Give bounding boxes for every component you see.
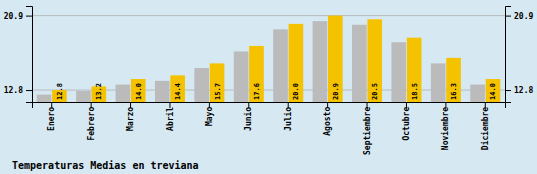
data-label: 20.5 bbox=[371, 83, 379, 100]
data-label: 12.8 bbox=[56, 83, 64, 100]
data-label: 15.7 bbox=[214, 83, 222, 100]
data-label: 14.0 bbox=[135, 83, 143, 100]
tick-label: 20.9 bbox=[514, 12, 533, 21]
x-axis: Enero Febrero Marzo Abril Mayo Junio Julio Agos… bbox=[33, 102, 506, 155]
data-label: 14.4 bbox=[174, 83, 182, 100]
data-label: 16.3 bbox=[450, 83, 458, 100]
axis-line bbox=[506, 7, 512, 103]
tick-label: Marzo bbox=[126, 107, 135, 131]
tick-label: 12.8 bbox=[514, 86, 533, 95]
bars bbox=[37, 16, 501, 102]
axis-line bbox=[33, 103, 506, 109]
bar bbox=[431, 63, 446, 102]
bar bbox=[391, 42, 406, 102]
tick: Septiembre bbox=[362, 102, 372, 155]
chart: 12.8 20.9 12.8 20.9 Enero Febrero Marzo Abril Ma… bbox=[0, 0, 537, 174]
tick-label: 12.8 bbox=[4, 86, 23, 95]
tick-label: Julio bbox=[283, 107, 293, 131]
tick: Noviembre bbox=[440, 102, 450, 150]
tick-label: Mayo bbox=[205, 107, 214, 126]
title: Temperaturas Medias en treviana bbox=[12, 160, 199, 171]
data-label: 17.6 bbox=[253, 83, 261, 100]
tick-mark bbox=[505, 16, 511, 17]
data-label: 14.0 bbox=[489, 83, 497, 100]
tick: Junio bbox=[243, 102, 253, 131]
series bbox=[52, 16, 500, 102]
bar bbox=[407, 38, 422, 102]
data-labels: 12.8 13.2 14.0 14.4 15.7 17.6 20.0 20.9 20.5 18.5… bbox=[56, 83, 498, 100]
tick-label: Enero bbox=[47, 107, 56, 131]
bar bbox=[367, 19, 382, 102]
data-label: 13.2 bbox=[95, 83, 103, 100]
bar bbox=[131, 79, 146, 102]
bar bbox=[116, 85, 131, 102]
tick: 20.9 bbox=[4, 12, 32, 21]
tick: 12.8 bbox=[505, 86, 533, 95]
tick-mark bbox=[26, 90, 32, 91]
plot: 12.8 20.9 12.8 20.9 Enero Febrero Marzo Abril Ma… bbox=[4, 7, 534, 155]
tick: Mayo bbox=[205, 102, 214, 126]
bar bbox=[76, 91, 91, 102]
bar bbox=[486, 79, 501, 102]
tick-mark bbox=[505, 90, 511, 91]
tick: Julio bbox=[283, 102, 293, 131]
tick: Abril bbox=[165, 102, 175, 131]
bar bbox=[352, 25, 367, 102]
tick: Febrero bbox=[87, 102, 96, 141]
bar bbox=[470, 85, 485, 102]
tick: 20.9 bbox=[505, 12, 533, 21]
tick: Marzo bbox=[126, 102, 135, 131]
tick: 12.8 bbox=[4, 86, 32, 95]
data-label: 18.5 bbox=[411, 83, 419, 100]
bar bbox=[234, 51, 249, 102]
bar bbox=[273, 29, 288, 102]
tick-label: Diciembre bbox=[480, 107, 490, 151]
tick-label: Agosto bbox=[323, 107, 332, 136]
bar bbox=[194, 68, 209, 102]
tick-label: 20.9 bbox=[4, 12, 23, 21]
tick: Agosto bbox=[323, 102, 332, 136]
bar bbox=[289, 24, 304, 102]
axis-line bbox=[26, 7, 33, 103]
tick-label: Septiembre bbox=[362, 107, 372, 155]
bar bbox=[249, 46, 264, 102]
tick: Octubre bbox=[402, 102, 411, 141]
tick-label: Abril bbox=[165, 107, 175, 131]
tick: Diciembre bbox=[480, 102, 490, 150]
bar bbox=[446, 58, 461, 102]
grid-line bbox=[32, 15, 505, 16]
bar bbox=[210, 63, 225, 102]
bar bbox=[170, 75, 185, 102]
tick-label: Febrero bbox=[87, 107, 96, 141]
bar bbox=[37, 95, 52, 102]
data-label: 20.0 bbox=[292, 83, 300, 100]
tick-label: Octubre bbox=[402, 107, 411, 141]
tick-label: Junio bbox=[243, 107, 253, 131]
tick: Enero bbox=[47, 102, 56, 131]
bar bbox=[155, 81, 170, 102]
data-label: 20.9 bbox=[332, 83, 340, 100]
bar bbox=[328, 16, 343, 102]
bar bbox=[313, 21, 328, 102]
tick-label: Noviembre bbox=[440, 107, 450, 151]
series bbox=[37, 21, 485, 102]
y-axis: 12.8 20.9 bbox=[4, 7, 33, 103]
tick-mark bbox=[26, 16, 32, 17]
y-axis-right: 12.8 20.9 bbox=[505, 7, 533, 103]
